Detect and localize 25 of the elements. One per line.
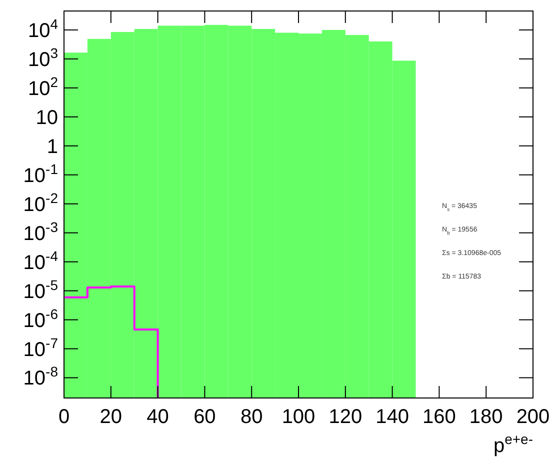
y-tick-label: 10$^{-2}$ (23, 190, 58, 216)
x-axis-title: p$^{e+e-}$ (493, 431, 534, 457)
x-tick-label: 40 (146, 406, 169, 428)
x-tick-label: 80 (240, 406, 263, 428)
y-tick-label: 10 (36, 106, 58, 129)
y-tick-label: 10$^{-4}$ (23, 248, 58, 274)
y-tick-label: 10$^{-1}$ (23, 160, 58, 187)
x-tick-label: 0 (58, 406, 70, 428)
y-tick-label: 1 (46, 136, 58, 158)
x-tick-label: 140 (376, 406, 409, 428)
y-tick-label: 10$^{-8}$ (23, 364, 58, 390)
x-tick-label: 20 (100, 406, 122, 428)
y-tick-label: 10$^{-6}$ (23, 306, 58, 332)
x-tick-label: 120 (328, 406, 362, 428)
y-tick-label: 10$^{2}$ (28, 74, 58, 100)
x-tick-label: 200 (516, 406, 550, 428)
x-tick-label: 60 (194, 406, 216, 428)
x-tick-label: 100 (282, 406, 316, 428)
y-tick-label: 10$^{-5}$ (23, 276, 58, 303)
x-tick-label: 180 (469, 406, 503, 428)
y-tick-label: 10$^{3}$ (28, 44, 58, 71)
y-tick-label: 10$^{4}$ (28, 16, 58, 42)
y-tick-label: 10$^{-7}$ (23, 334, 58, 361)
x-tick-label: 160 (422, 406, 456, 428)
y-tick-label: 10$^{-3}$ (23, 218, 58, 245)
